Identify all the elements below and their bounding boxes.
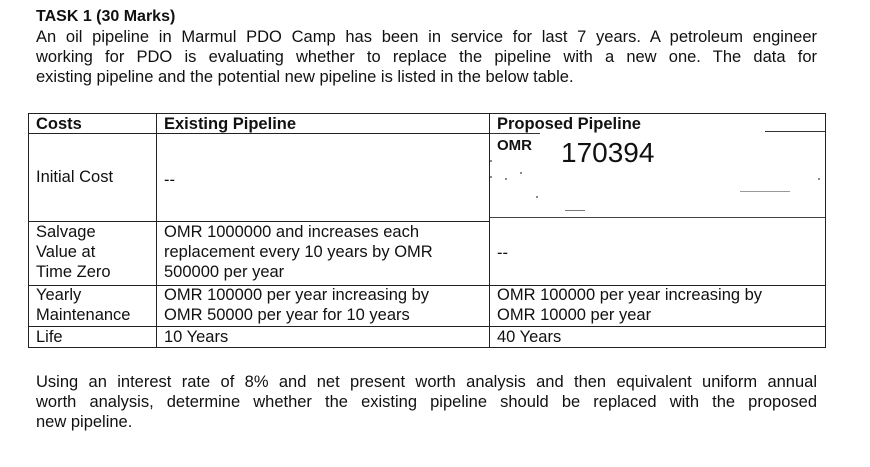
scan-artifact [818, 178, 820, 180]
table-border [28, 113, 29, 348]
row-label-yearly-maintenance: Yearly Maintenance [36, 285, 130, 325]
row-label-salvage: Salvage Value at Time Zero [36, 222, 111, 282]
table-border [28, 326, 826, 327]
row-label-initial-cost: Initial Cost [36, 168, 114, 186]
row-label-line: Time Zero [36, 263, 111, 281]
table-border [489, 113, 490, 348]
initial-cost-proposed-currency: OMR [497, 137, 532, 154]
scan-artifact [765, 131, 825, 132]
header-costs: Costs [36, 115, 82, 133]
salvage-proposed: -- [497, 244, 508, 262]
row-label-line: Yearly [36, 286, 82, 304]
scan-artifact [490, 217, 825, 218]
row-label-line: Maintenance [36, 306, 131, 324]
table-border [28, 113, 826, 114]
life-proposed: 40 Years [497, 328, 562, 346]
intro-line: working for PDO is evaluating whether to… [36, 48, 817, 66]
scan-artifact [490, 176, 492, 178]
salvage-existing: OMR 1000000 and increases each replaceme… [164, 222, 433, 282]
initial-cost-proposed-value: 170394 [561, 137, 655, 168]
intro-line: An oil pipeline in Marmul PDO Camp has b… [36, 28, 817, 46]
cell-line: OMR 1000000 and increases each [164, 223, 419, 241]
row-label-line: Value at [36, 243, 96, 261]
cell-line: OMR 50000 per year for 10 years [164, 306, 410, 324]
scan-artifact [740, 191, 790, 192]
cell-line: OMR 100000 per year increasing by [164, 286, 430, 304]
cell-line: OMR 10000 per year [497, 306, 652, 324]
scan-artifact [505, 178, 507, 180]
table-border [156, 113, 157, 348]
scan-artifact [490, 133, 540, 134]
header-existing-pipeline: Existing Pipeline [164, 115, 297, 133]
intro-paragraph: An oil pipeline in Marmul PDO Camp has b… [36, 27, 817, 87]
maintenance-proposed: OMR 100000 per year increasing by OMR 10… [497, 285, 762, 325]
intro-line: existing pipeline and the potential new … [36, 68, 574, 86]
row-label-life: Life [36, 328, 63, 346]
table-border [28, 285, 826, 286]
cell-line: replacement every 10 years by OMR [164, 243, 433, 261]
scan-artifact [565, 210, 585, 211]
header-proposed-pipeline: Proposed Pipeline [497, 115, 641, 133]
initial-cost-existing: -- [164, 171, 175, 189]
question-line: Using an interest rate of 8% and net pre… [36, 373, 817, 391]
scan-artifact [536, 196, 538, 198]
question-paragraph: Using an interest rate of 8% and net pre… [36, 372, 817, 432]
table-border [28, 347, 826, 348]
scan-artifact [490, 160, 492, 162]
table-border [825, 113, 826, 348]
cell-line: OMR 100000 per year increasing by [497, 286, 763, 304]
question-line: new pipeline. [36, 413, 133, 431]
scan-artifact [520, 172, 522, 174]
cell-line: 500000 per year [164, 263, 285, 281]
maintenance-existing: OMR 100000 per year increasing by OMR 50… [164, 285, 429, 325]
table-border [28, 221, 490, 222]
row-label-line: Salvage [36, 223, 96, 241]
life-existing: 10 Years [164, 328, 229, 346]
task-title: TASK 1 (30 Marks) [36, 8, 176, 25]
table-border [28, 133, 490, 134]
question-line: worth analysis, determine whether the ex… [36, 393, 817, 411]
